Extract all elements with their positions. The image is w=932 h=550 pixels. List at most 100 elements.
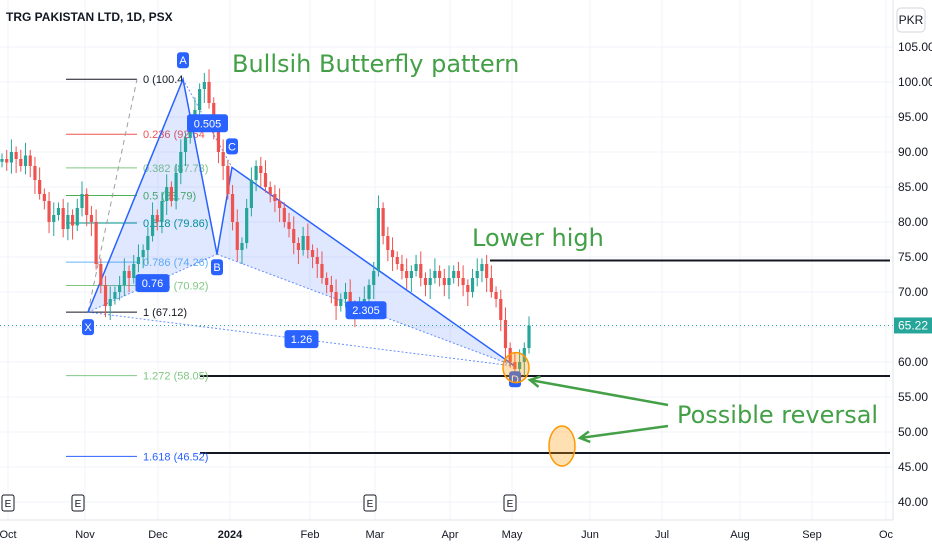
candle (240, 243, 244, 250)
time-tick: Aug (730, 529, 750, 541)
candle (325, 278, 329, 285)
earnings-event-icon[interactable]: E (71, 494, 85, 512)
time-tick: Apr (441, 529, 458, 541)
candle (499, 299, 503, 320)
candle (23, 155, 28, 166)
earnings-event-icon[interactable]: E (363, 494, 377, 512)
pattern-point-b[interactable]: B (211, 259, 223, 276)
pattern-point-c[interactable]: C (226, 138, 238, 155)
pattern-point-x[interactable]: X (82, 319, 94, 336)
fib-label: 0 (100.4 (143, 74, 183, 86)
candle (113, 292, 117, 299)
candle (61, 208, 65, 229)
price-tick: 85.00 (898, 180, 928, 194)
candle (470, 278, 475, 292)
pattern-ratio: 1.26 (284, 330, 319, 349)
pattern-point-label: X (84, 322, 92, 334)
candle (315, 257, 319, 264)
price-tick: 100.00 (898, 75, 932, 89)
event-label: E (507, 499, 514, 510)
candle (141, 250, 145, 257)
candle (348, 292, 352, 306)
candle (94, 222, 98, 264)
candle (419, 264, 423, 278)
candle (108, 299, 112, 306)
candle (301, 236, 305, 250)
candle (136, 257, 141, 264)
time-tick: Jul (655, 529, 669, 541)
butterfly-pattern[interactable] (87, 76, 516, 367)
reversal-marker-d (502, 351, 530, 384)
candle (273, 194, 277, 201)
pattern-bcd-fill (217, 167, 515, 367)
earnings-event-icon[interactable]: E (503, 494, 517, 512)
price-tick: 40.00 (898, 495, 928, 509)
candle (475, 271, 479, 278)
candle (5, 159, 9, 163)
candle (517, 362, 522, 369)
pattern-point-box (211, 259, 223, 276)
candle (0, 159, 4, 162)
fib-label: 1.618 (46.52) (143, 451, 208, 463)
annotation-arrow (529, 378, 669, 407)
candle (456, 271, 461, 278)
candle (485, 264, 489, 278)
candle (409, 271, 413, 278)
fib-trendline (87, 79, 138, 313)
candle (400, 264, 404, 271)
price-tick: 105.00 (898, 40, 932, 54)
pattern-point-a[interactable]: A (177, 52, 189, 69)
earnings-event-icon[interactable]: E (1, 494, 15, 512)
candle (169, 187, 173, 201)
candle (334, 292, 338, 306)
candle (296, 243, 301, 250)
annotation-arrow-head (527, 375, 541, 388)
candle (165, 187, 169, 201)
candle (249, 180, 253, 208)
pattern-overlay: X A B C D 0.76 0.505 2.305 1.26 (82, 52, 521, 388)
time-tick: Dec (148, 529, 168, 541)
event-label: E (5, 499, 12, 510)
event-box (503, 494, 517, 512)
candle (428, 278, 432, 285)
candle (14, 152, 18, 159)
candle (414, 264, 418, 271)
candle (442, 278, 446, 285)
time-axis[interactable]: Oct Nov Dec 2024 Feb Mar Apr May Jun Jul Aug Sep Oc (0, 529, 894, 541)
candle (216, 131, 221, 152)
candle (489, 278, 493, 292)
annotation-arrow (579, 424, 669, 440)
candle (452, 271, 456, 278)
candle (9, 152, 14, 163)
ratio-box (187, 114, 228, 133)
time-tick: Jun (581, 529, 599, 541)
candle (405, 271, 409, 278)
candle (339, 299, 343, 306)
candle (372, 271, 376, 285)
annotation-possible-reversal: Possible reversal (677, 401, 878, 429)
candle (127, 271, 131, 278)
ratio-label: 2.305 (352, 305, 380, 317)
time-tick: Feb (301, 529, 320, 541)
price-tick: 50.00 (898, 425, 928, 439)
price-axis[interactable]: 105.00 100.00 95.00 90.00 85.00 80.00 75.00 70.… (898, 40, 932, 509)
candle (437, 271, 442, 278)
pattern-point-label: A (179, 55, 187, 67)
price-tick: 90.00 (898, 145, 928, 159)
candle (132, 264, 136, 278)
fib-label: 0.618 (79.86) (143, 218, 208, 230)
pattern-point-box (82, 319, 94, 336)
candle (38, 180, 42, 194)
time-tick: Nov (75, 529, 95, 541)
candle (235, 222, 239, 250)
event-box (1, 494, 15, 512)
pattern-point-label: C (228, 141, 236, 153)
pattern-point-label: B (213, 262, 220, 274)
time-tick: Oct (0, 529, 17, 541)
candle (122, 271, 126, 285)
candle (376, 208, 381, 271)
candle (245, 208, 249, 243)
currency-button[interactable]: PKR (896, 7, 926, 33)
